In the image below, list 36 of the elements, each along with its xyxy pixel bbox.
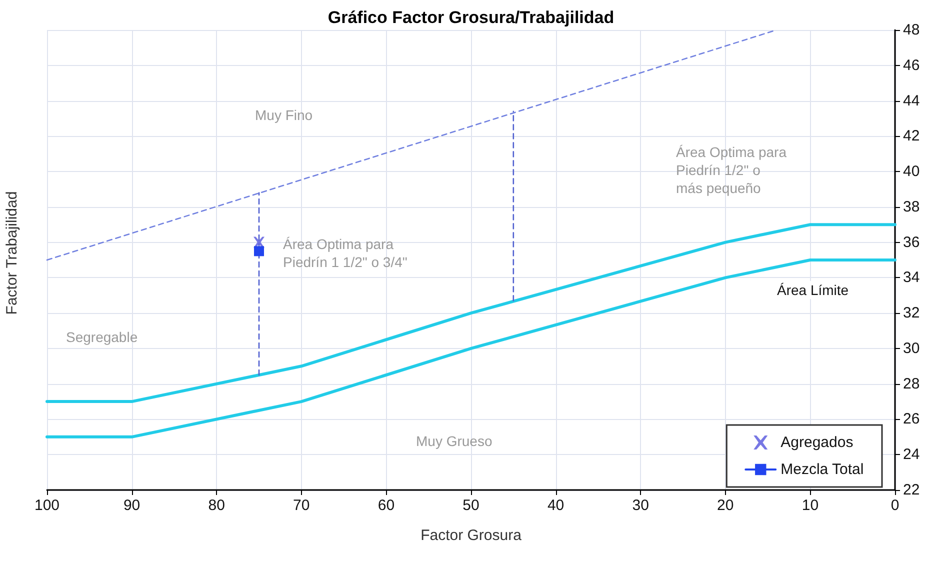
annotation: Área Límite bbox=[777, 282, 849, 298]
x-tick-label: 30 bbox=[632, 497, 649, 514]
annotation: Muy Grueso bbox=[416, 433, 492, 449]
legend-label: Mezcla Total bbox=[780, 461, 864, 478]
y-tick-label: 40 bbox=[903, 163, 920, 180]
annotation: Muy Fino bbox=[255, 107, 313, 123]
x-tick-label: 90 bbox=[123, 497, 140, 514]
y-tick-label: 22 bbox=[903, 482, 920, 498]
x-tick-label: 50 bbox=[462, 497, 480, 514]
x-tick-label: 40 bbox=[547, 497, 564, 514]
y-tick-label: 46 bbox=[903, 56, 920, 74]
y-tick-label: 24 bbox=[903, 446, 920, 464]
x-tick-label: 10 bbox=[802, 497, 819, 514]
y-tick-label: 36 bbox=[903, 234, 920, 251]
x-tick-label: 60 bbox=[378, 497, 395, 514]
x-tick-label: 70 bbox=[293, 497, 310, 514]
x-tick-label: 20 bbox=[717, 497, 734, 514]
y-tick-label: 38 bbox=[903, 198, 920, 216]
legend-label: Agregados bbox=[780, 434, 854, 451]
y-axis-title: Factor Trabajilidad bbox=[4, 191, 20, 315]
x-tick-label: 0 bbox=[890, 497, 900, 514]
y-tick-label: 34 bbox=[903, 269, 920, 286]
x-tick-label: 80 bbox=[208, 497, 225, 514]
x-tick-label: 100 bbox=[34, 497, 60, 514]
chart-title: Gráfico Factor Grosura/Trabajilidad bbox=[328, 8, 614, 27]
y-tick-label: 42 bbox=[903, 128, 920, 145]
annotation: Segregable bbox=[66, 329, 138, 345]
x-axis-title: Factor Grosura bbox=[420, 527, 522, 544]
y-tick-label: 32 bbox=[903, 304, 920, 322]
annotation: Área Optima para Piedrín 1/2" o más pequeño bbox=[676, 144, 787, 196]
y-tick-label: 28 bbox=[903, 375, 920, 392]
y-tick-label: 30 bbox=[903, 340, 920, 357]
y-tick-label: 26 bbox=[903, 410, 920, 428]
annotation: Área Optima para Piedrín 1 1/2" o 3/4" bbox=[283, 236, 408, 270]
y-tick-label: 48 bbox=[903, 22, 920, 38]
y-tick-label: 44 bbox=[903, 92, 920, 110]
